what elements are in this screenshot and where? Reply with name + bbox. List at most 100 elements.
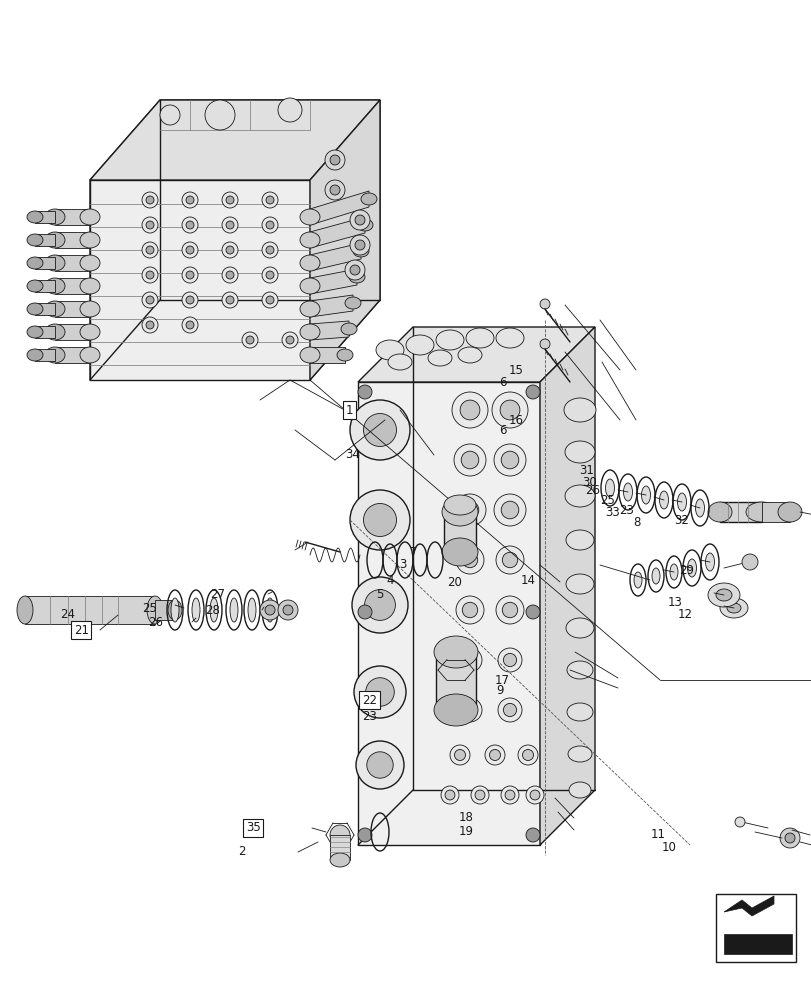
Circle shape <box>351 577 407 633</box>
Ellipse shape <box>45 255 65 271</box>
Polygon shape <box>310 321 349 340</box>
Circle shape <box>262 217 277 233</box>
Circle shape <box>225 246 234 254</box>
Circle shape <box>367 752 393 778</box>
Bar <box>715 894 795 962</box>
Ellipse shape <box>329 853 350 867</box>
Circle shape <box>503 703 516 717</box>
Circle shape <box>453 494 486 526</box>
Text: 25: 25 <box>599 493 614 506</box>
Circle shape <box>324 150 345 170</box>
Circle shape <box>497 698 521 722</box>
Circle shape <box>204 100 234 130</box>
Ellipse shape <box>433 636 478 668</box>
Ellipse shape <box>266 598 273 622</box>
Polygon shape <box>55 209 90 225</box>
Ellipse shape <box>388 354 411 370</box>
Circle shape <box>461 552 477 568</box>
Text: 12: 12 <box>677 608 692 621</box>
Text: 32: 32 <box>674 514 689 526</box>
Circle shape <box>463 653 476 667</box>
Circle shape <box>186 221 194 229</box>
Circle shape <box>493 444 526 476</box>
Circle shape <box>246 336 254 344</box>
Circle shape <box>285 336 294 344</box>
Circle shape <box>489 750 500 760</box>
Circle shape <box>264 605 275 615</box>
Circle shape <box>142 192 158 208</box>
Circle shape <box>779 828 799 848</box>
Ellipse shape <box>623 483 632 501</box>
Circle shape <box>221 192 238 208</box>
Circle shape <box>449 745 470 765</box>
Circle shape <box>500 786 518 804</box>
Circle shape <box>502 602 517 618</box>
Ellipse shape <box>566 661 592 679</box>
Ellipse shape <box>45 301 65 317</box>
Circle shape <box>182 317 198 333</box>
Circle shape <box>186 196 194 204</box>
Ellipse shape <box>357 219 372 231</box>
Circle shape <box>491 392 527 428</box>
Ellipse shape <box>45 209 65 225</box>
Circle shape <box>262 242 277 258</box>
Circle shape <box>146 271 154 279</box>
Polygon shape <box>719 502 761 522</box>
Circle shape <box>329 155 340 165</box>
Circle shape <box>517 745 538 765</box>
Ellipse shape <box>705 553 714 571</box>
Circle shape <box>526 786 543 804</box>
Circle shape <box>364 590 395 620</box>
Ellipse shape <box>707 583 739 607</box>
Ellipse shape <box>568 746 591 762</box>
Circle shape <box>784 833 794 843</box>
Circle shape <box>262 267 277 283</box>
Circle shape <box>324 180 345 200</box>
Circle shape <box>225 296 234 304</box>
Circle shape <box>457 648 482 672</box>
Circle shape <box>530 790 539 800</box>
Text: 23: 23 <box>619 504 633 516</box>
Ellipse shape <box>247 598 255 622</box>
Circle shape <box>142 242 158 258</box>
Circle shape <box>221 217 238 233</box>
Circle shape <box>456 596 483 624</box>
Polygon shape <box>25 596 155 624</box>
Circle shape <box>497 648 521 672</box>
Circle shape <box>502 552 517 568</box>
Text: 24: 24 <box>60 607 75 620</box>
Ellipse shape <box>444 495 475 515</box>
Ellipse shape <box>45 347 65 363</box>
Polygon shape <box>310 269 357 294</box>
Polygon shape <box>35 234 55 246</box>
Circle shape <box>146 321 154 329</box>
Circle shape <box>461 501 478 519</box>
Circle shape <box>329 825 350 845</box>
Polygon shape <box>35 257 55 269</box>
Circle shape <box>539 339 549 349</box>
Circle shape <box>345 260 365 280</box>
Ellipse shape <box>605 479 614 497</box>
Polygon shape <box>35 349 55 361</box>
Text: 1: 1 <box>345 403 353 416</box>
Ellipse shape <box>564 398 595 422</box>
Ellipse shape <box>695 499 704 517</box>
Circle shape <box>741 554 757 570</box>
Circle shape <box>186 296 194 304</box>
Text: 23: 23 <box>362 710 376 722</box>
Ellipse shape <box>80 209 100 225</box>
Circle shape <box>500 400 519 420</box>
Ellipse shape <box>80 232 100 248</box>
Circle shape <box>496 596 523 624</box>
Text: 6: 6 <box>498 375 506 388</box>
Circle shape <box>456 546 483 574</box>
Ellipse shape <box>565 530 594 550</box>
Ellipse shape <box>27 303 43 315</box>
Polygon shape <box>55 324 90 340</box>
Polygon shape <box>35 326 55 338</box>
Ellipse shape <box>715 589 731 601</box>
Ellipse shape <box>427 350 452 366</box>
Ellipse shape <box>17 596 33 624</box>
Circle shape <box>526 385 539 399</box>
Text: 19: 19 <box>458 825 473 838</box>
